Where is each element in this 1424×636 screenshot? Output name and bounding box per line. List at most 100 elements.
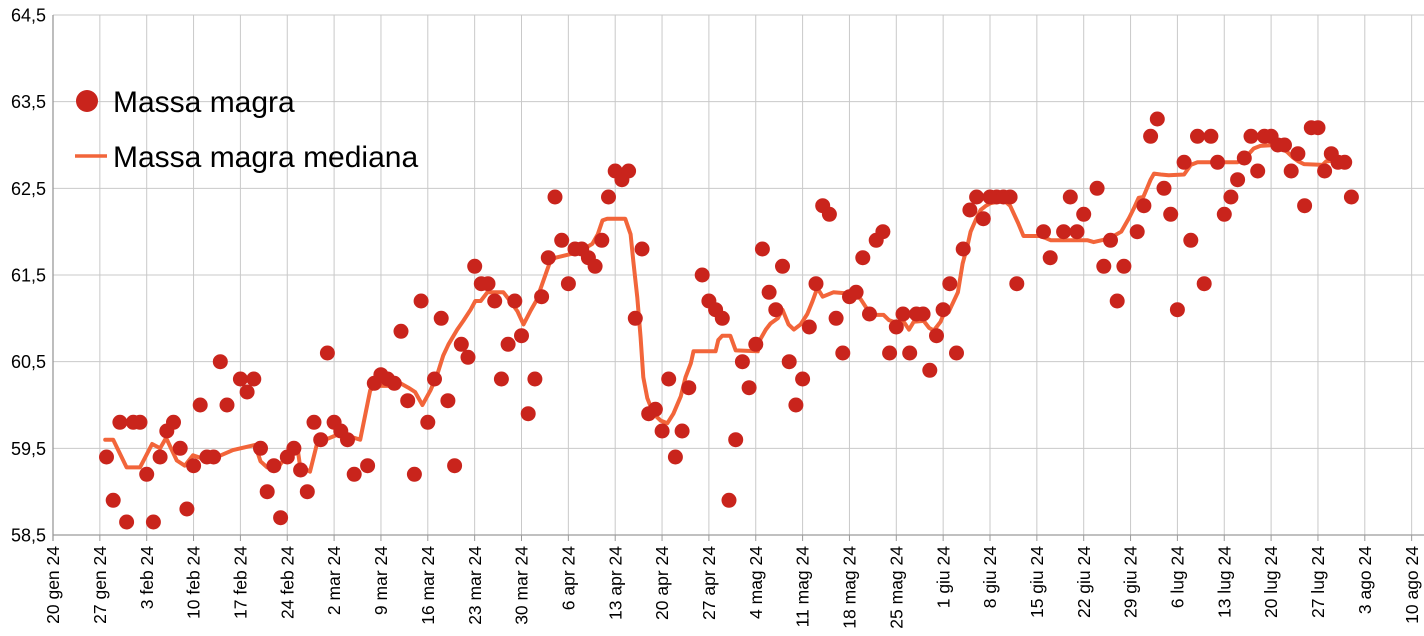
x-tick-label: 16 mar 24 (418, 546, 438, 625)
data-point (299, 484, 315, 500)
data-point (801, 319, 817, 335)
data-point (1176, 154, 1192, 170)
legend: Massa magra Massa magra mediana (75, 86, 418, 174)
data-point (99, 449, 114, 465)
x-tick-label: 13 apr 24 (605, 546, 625, 620)
x-tick-label: 11 mag 24 (793, 546, 813, 628)
data-point (734, 354, 750, 370)
data-point (293, 462, 309, 478)
data-point (467, 258, 483, 274)
data-point (875, 224, 891, 240)
data-point (1343, 189, 1359, 205)
y-tick-label: 58,5 (11, 526, 46, 546)
data-point (627, 310, 643, 326)
x-tick-label: 20 lug 24 (1261, 546, 1281, 618)
y-tick-label: 60,5 (11, 352, 46, 372)
x-tick-label: 17 feb 24 (231, 546, 251, 619)
data-point (975, 211, 991, 227)
x-tick-label: 1 giu 24 (933, 546, 953, 609)
data-point (319, 345, 335, 361)
data-point (828, 310, 844, 326)
data-point (172, 440, 188, 456)
data-point (1317, 163, 1333, 179)
data-point (232, 371, 248, 387)
data-point (882, 345, 898, 361)
x-tick-label: 27 apr 24 (699, 546, 719, 620)
data-point (119, 514, 135, 530)
data-point (895, 306, 911, 322)
data-point (795, 371, 811, 387)
data-point (346, 466, 362, 482)
data-point (400, 393, 416, 409)
data-point (1203, 128, 1219, 144)
data-point (902, 345, 918, 361)
data-point (862, 306, 877, 322)
x-tick-label: 30 mar 24 (512, 546, 532, 625)
x-tick-label: 3 ago 24 (1355, 546, 1375, 614)
x-tick-label: 9 mar 24 (371, 546, 391, 615)
data-point (179, 501, 195, 517)
data-point (741, 380, 757, 396)
data-point (594, 232, 610, 248)
data-point (674, 423, 690, 439)
data-point (1062, 189, 1078, 205)
x-tick-label: 4 mag 24 (746, 546, 766, 619)
data-point (667, 449, 683, 465)
data-point (1109, 293, 1125, 309)
data-point (132, 414, 148, 430)
data-point (634, 241, 650, 257)
data-point (694, 267, 710, 283)
x-tick-label: 10 feb 24 (184, 546, 204, 619)
data-point (848, 284, 864, 300)
axis-labels: 64,5 63,5 62,5 61,5 60,5 59,5 58,520 gen 24 27 … (11, 6, 1422, 629)
data-point (500, 336, 516, 352)
data-point (192, 397, 208, 413)
x-tick-label: 10 ago 24 (1402, 546, 1422, 624)
data-series (99, 111, 1359, 530)
data-point (601, 189, 616, 205)
data-point (1069, 224, 1085, 240)
data-point (654, 423, 670, 439)
x-tick-label: 24 feb 24 (277, 546, 297, 619)
data-point (821, 206, 837, 222)
data-point (413, 293, 429, 309)
data-point (1009, 276, 1025, 292)
data-point (219, 397, 235, 413)
data-point (1042, 250, 1058, 266)
data-point (186, 458, 202, 474)
data-point (962, 202, 978, 218)
data-point (1143, 128, 1159, 144)
x-tick-label: 20 gen 24 (43, 546, 63, 624)
data-point (540, 250, 556, 266)
data-point (587, 258, 603, 274)
x-tick-label: 29 giu 24 (1121, 546, 1141, 618)
x-tick-label: 2 mar 24 (324, 546, 344, 615)
data-point (781, 354, 797, 370)
data-point (768, 302, 784, 318)
y-tick-label: 59,5 (11, 439, 46, 459)
data-point (212, 354, 228, 370)
data-point (246, 371, 262, 387)
data-point (286, 440, 302, 456)
data-point (1196, 276, 1212, 292)
y-tick-label: 61,5 (11, 266, 46, 286)
data-point (520, 406, 536, 422)
data-point (480, 276, 496, 292)
data-point (681, 380, 697, 396)
data-point (206, 449, 222, 465)
data-point (1243, 128, 1259, 144)
data-point (922, 362, 938, 378)
data-point (1310, 120, 1326, 136)
data-point (1183, 232, 1199, 248)
data-point (427, 371, 442, 387)
data-point (728, 432, 744, 448)
data-point (440, 393, 456, 409)
data-point (547, 189, 563, 205)
data-point (406, 466, 422, 482)
data-point (1136, 198, 1152, 214)
data-point (949, 345, 964, 361)
data-point (1337, 154, 1353, 170)
x-tick-label: 18 mag 24 (840, 546, 860, 629)
data-point (1250, 163, 1266, 179)
